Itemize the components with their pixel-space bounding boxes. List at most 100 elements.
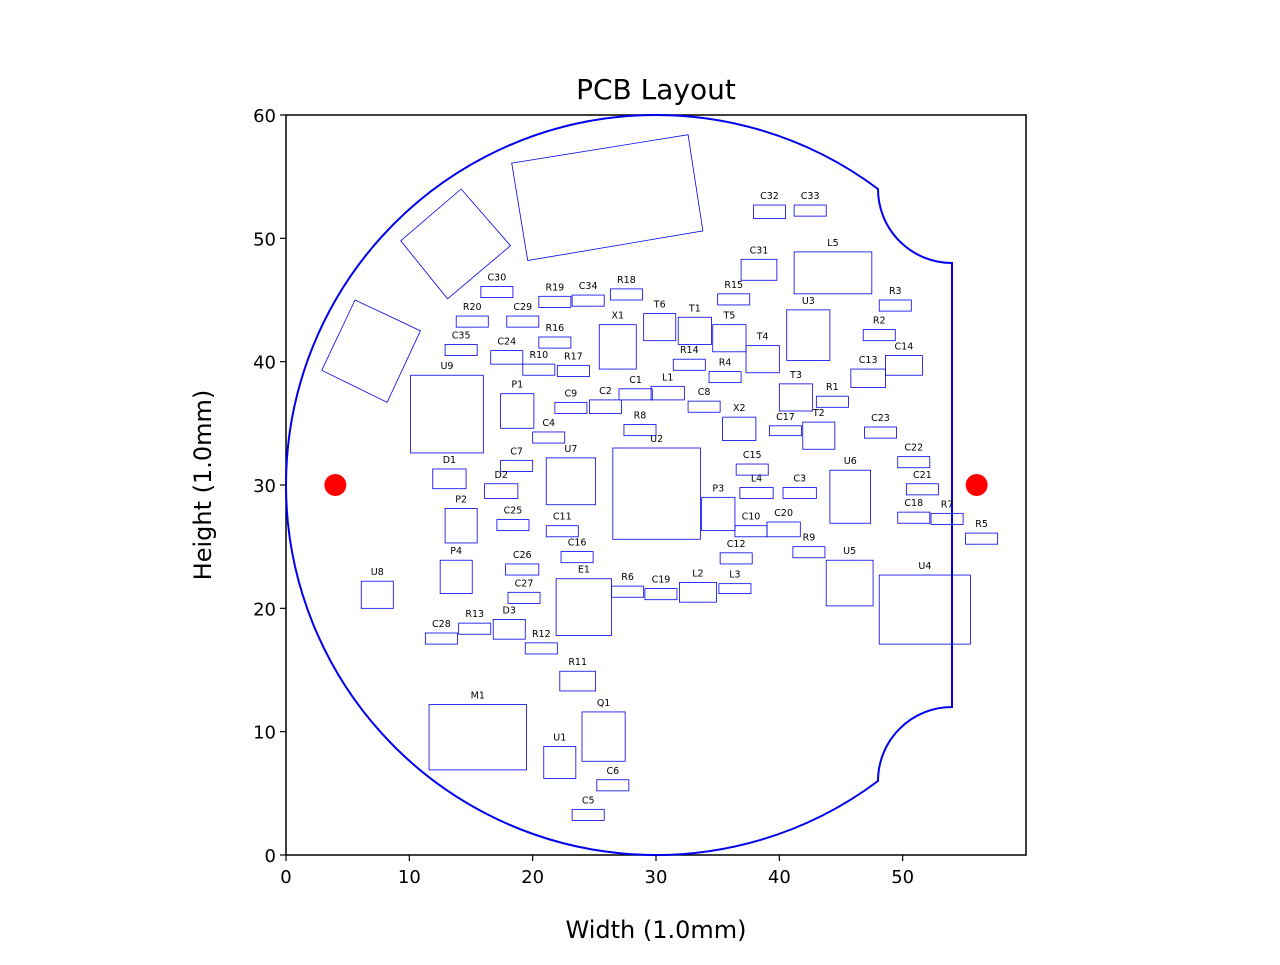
- component-p1: P1: [500, 380, 535, 429]
- x-axis-label: Width (1.0mm): [565, 916, 746, 944]
- component-u1: U1: [543, 732, 577, 779]
- component-label: C19: [652, 575, 671, 586]
- component-t3: T3: [778, 370, 814, 412]
- component-label: R5: [975, 519, 988, 530]
- component-c23: C23: [864, 413, 897, 439]
- component-r16: R16: [538, 323, 572, 349]
- component-u3: U3: [786, 296, 831, 361]
- component-outline: [618, 388, 653, 401]
- component-outline: [679, 582, 717, 603]
- component-outline: [708, 371, 742, 384]
- component-outline: [825, 559, 874, 607]
- board-outline: [285, 114, 953, 856]
- y-tick-label: 10: [253, 723, 276, 744]
- component-label: C9: [565, 388, 578, 399]
- component-label: C10: [742, 512, 761, 523]
- component-c7: C7: [500, 446, 534, 472]
- component-c4: C4: [532, 418, 566, 444]
- component-label: P2: [455, 494, 467, 505]
- component-p2: P2: [444, 494, 478, 544]
- component-c18: C18: [897, 498, 931, 524]
- component-u2: U2: [612, 434, 701, 540]
- component-outline: [778, 383, 814, 412]
- component-label: C12: [727, 539, 746, 550]
- component-label: P1: [511, 380, 523, 391]
- component-outline: [802, 421, 836, 450]
- component-outline: [455, 315, 489, 328]
- component-label: R15: [724, 280, 743, 291]
- component-c29: C29: [506, 302, 540, 328]
- component-c25: C25: [496, 506, 530, 532]
- component-label: C21: [913, 470, 932, 481]
- rotated-component-1: [511, 134, 704, 261]
- component-label: D2: [495, 470, 508, 481]
- component-label: L5: [827, 238, 838, 249]
- component-r4: R4: [708, 358, 742, 384]
- component-label: D1: [443, 455, 456, 466]
- component-r1: R1: [815, 382, 849, 408]
- component-r18: R18: [609, 275, 643, 301]
- component-c12: C12: [719, 539, 753, 565]
- component-label: R17: [564, 351, 583, 362]
- component-outline: [571, 808, 605, 821]
- component-label: R3: [889, 286, 902, 297]
- component-outline: [745, 345, 780, 374]
- component-c3: C3: [782, 473, 817, 499]
- component-label: C18: [904, 498, 923, 509]
- component-outline: [532, 431, 566, 444]
- component-outline: [444, 343, 478, 356]
- component-label: X2: [733, 403, 746, 414]
- plot-area-frame: [285, 114, 1027, 856]
- component-l3: L3: [718, 570, 752, 594]
- component-outline: [719, 552, 753, 565]
- component-label: R16: [546, 323, 565, 334]
- component-label: R7: [941, 499, 954, 510]
- component-c27: C27: [507, 578, 541, 604]
- component-outline: [505, 563, 540, 576]
- component-outline: [410, 374, 484, 454]
- y-axis-ticks: 0 10 20 30 40 50 60: [253, 106, 286, 867]
- component-u4: U4: [878, 561, 971, 645]
- y-tick-label: 20: [253, 599, 276, 620]
- component-outline: [581, 711, 626, 762]
- component-outline: [769, 425, 802, 437]
- component-c14: C14: [885, 342, 923, 376]
- component-outline: [609, 288, 643, 301]
- component-label: U3: [802, 296, 815, 307]
- component-c21: C21: [905, 470, 939, 496]
- component-c6: C6: [596, 766, 630, 792]
- component-l1: L1: [650, 372, 685, 401]
- component-t5: T5: [712, 311, 747, 353]
- component-c10: C10: [734, 512, 768, 538]
- component-label: C11: [553, 512, 572, 523]
- components-layer: C32 C33 C31 L5 C30 R19 C34 R18 R15 R3 R20 C29 T6 T1 T5…: [321, 134, 999, 821]
- component-outline: [554, 401, 588, 414]
- component-label: R4: [719, 358, 732, 369]
- component-label: C8: [698, 387, 711, 398]
- component-label: T5: [722, 311, 735, 322]
- component-outline: [677, 316, 712, 345]
- component-outline: [623, 424, 657, 437]
- component-label: C1: [629, 375, 642, 386]
- component-c2: C2: [589, 386, 622, 414]
- component-outline: [611, 585, 645, 598]
- component-label: C2: [599, 386, 612, 397]
- component-label: R6: [621, 572, 634, 583]
- component-outline: [815, 395, 849, 408]
- fiducial-marker-2: [965, 474, 988, 496]
- component-label: C28: [432, 619, 451, 630]
- y-tick-label: 40: [253, 353, 276, 374]
- component-label: P3: [712, 483, 724, 494]
- component-r6: R6: [611, 572, 645, 598]
- component-outline: [571, 294, 605, 307]
- component-label: T6: [653, 300, 666, 311]
- component-label: R8: [634, 411, 647, 422]
- component-label: C15: [743, 450, 762, 461]
- component-label: C6: [606, 766, 619, 777]
- component-r13: R13: [458, 609, 492, 635]
- component-r7: R7: [930, 499, 964, 525]
- component-outline: [734, 525, 768, 538]
- component-c19: C19: [644, 575, 678, 601]
- component-label: C16: [568, 538, 587, 549]
- component-label: R18: [617, 275, 636, 286]
